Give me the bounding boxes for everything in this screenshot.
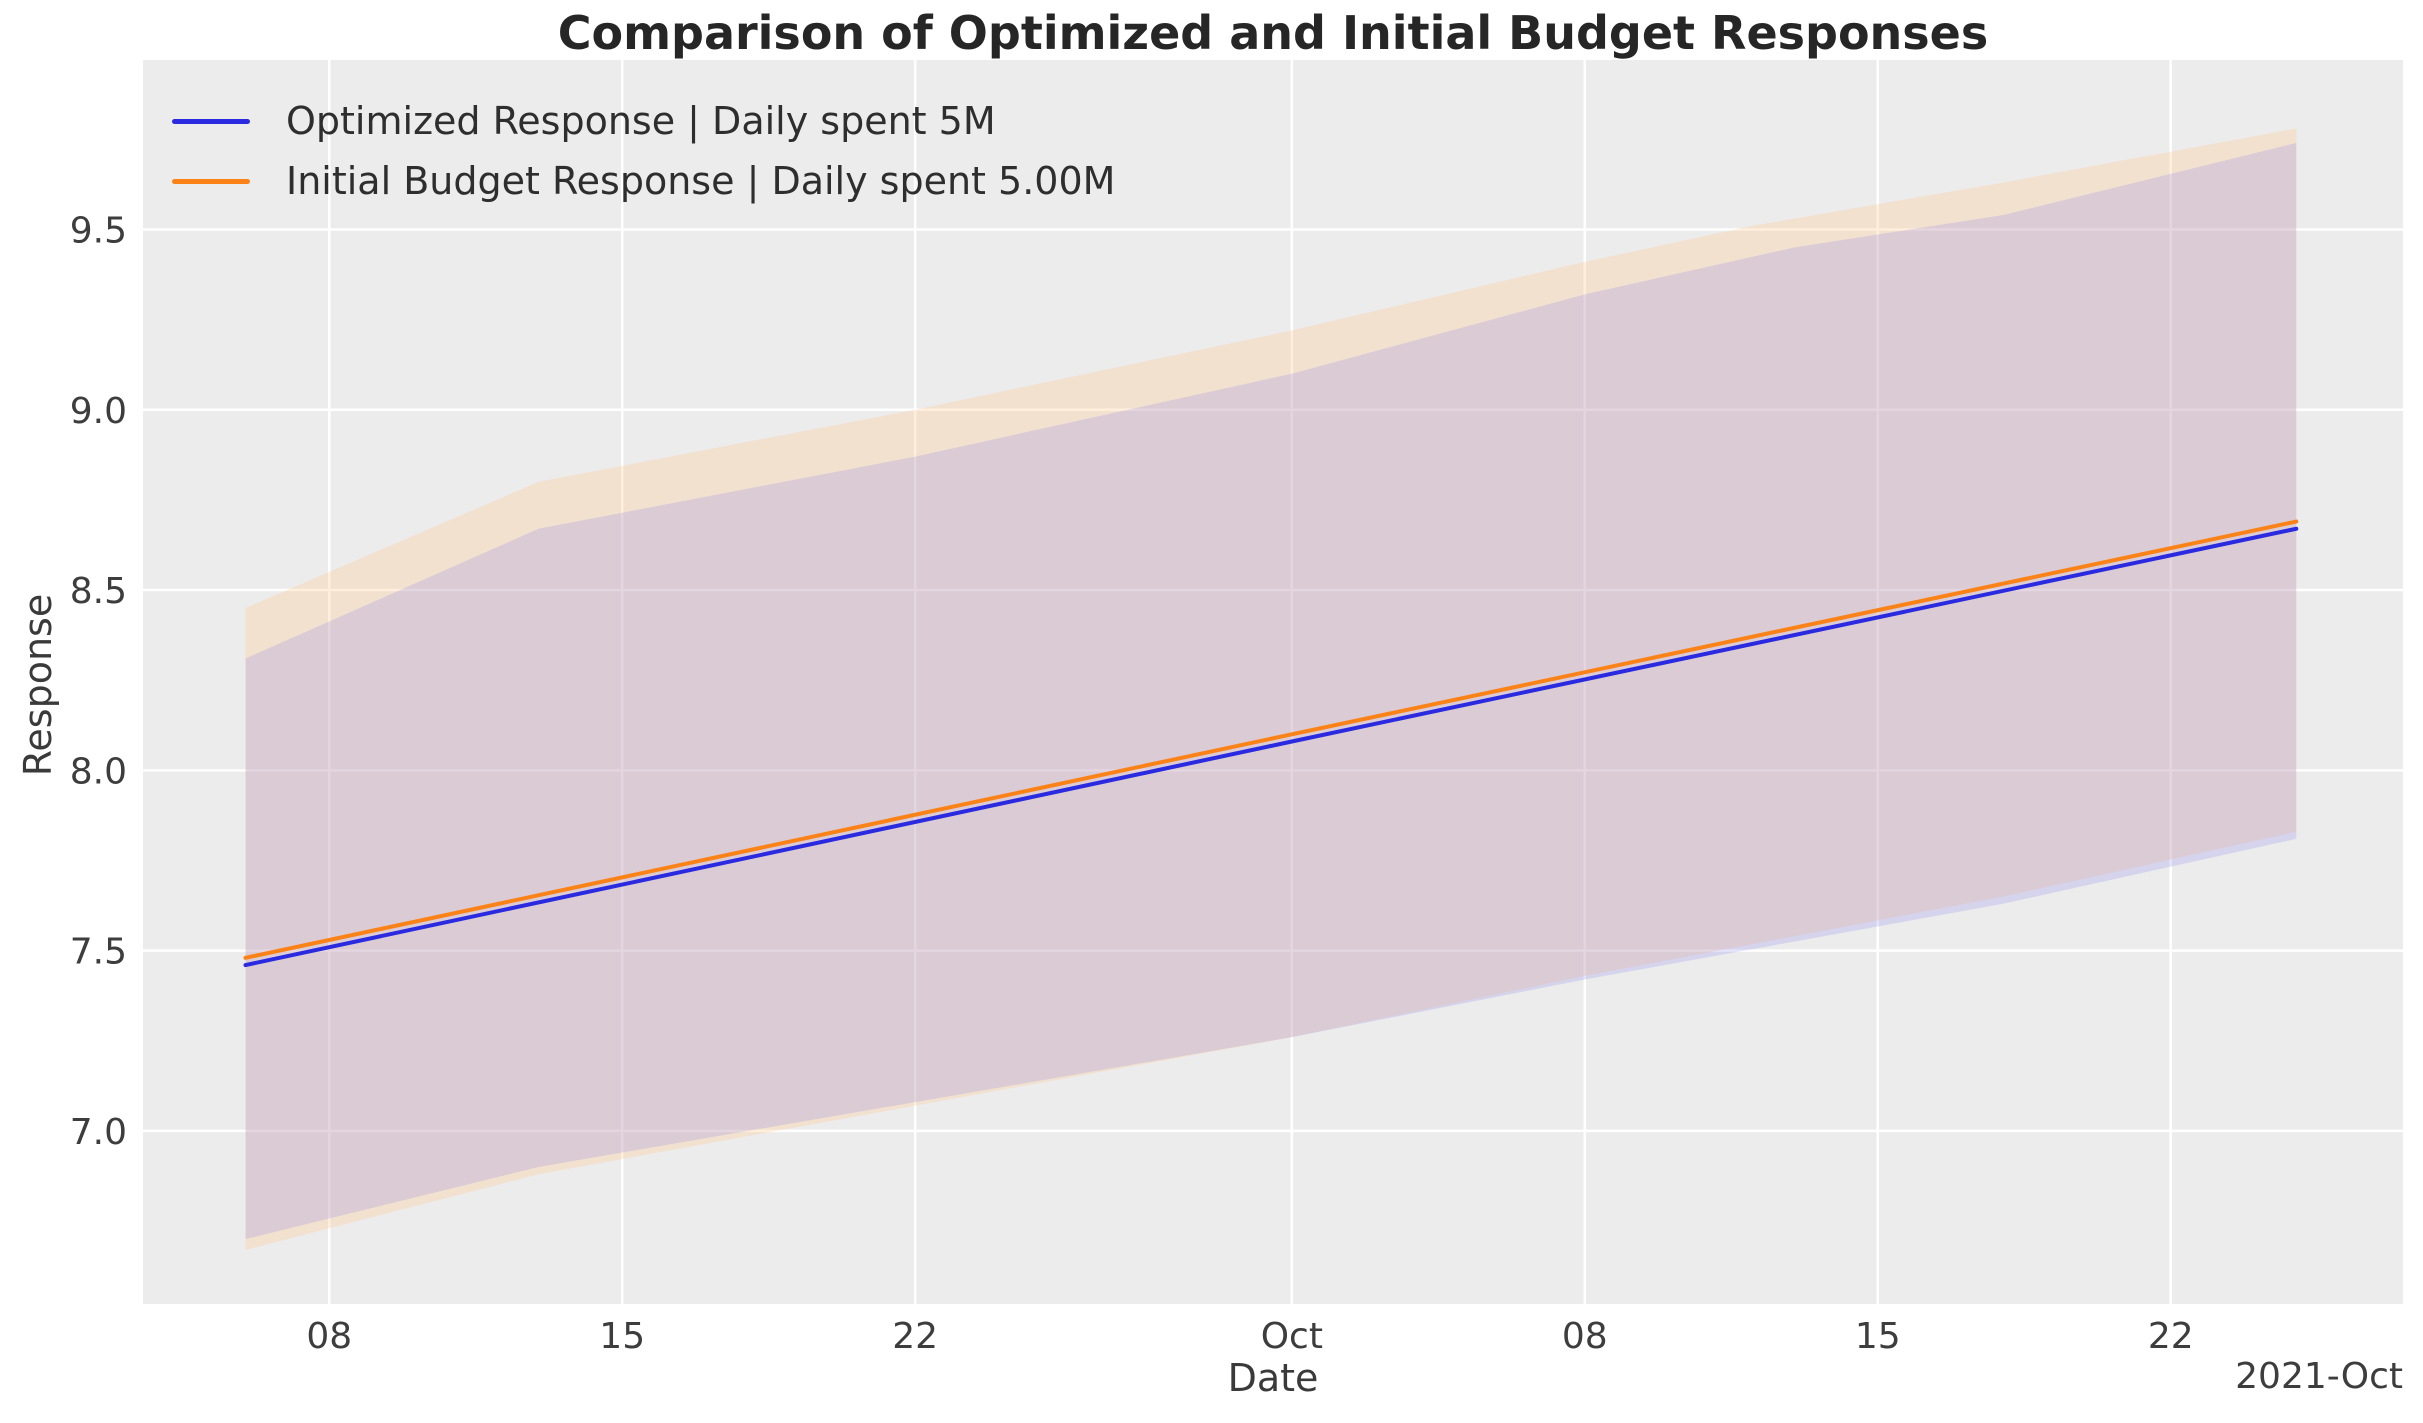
chart-title: Comparison of Optimized and Initial Budg…	[557, 6, 1989, 60]
optimized-confidence-band	[245, 142, 2297, 1240]
initial-line	[243, 519, 2299, 960]
optimized-line	[243, 526, 2299, 968]
y-tick-label: 9.5	[70, 210, 127, 251]
x-tick-label: 22	[2148, 1316, 2194, 1357]
plot-background	[143, 60, 2403, 1304]
x-tick-label: 22	[892, 1316, 938, 1357]
y-tick-label: 7.0	[70, 1112, 127, 1153]
legend-item-optimized: Optimized Response | Daily spent 5M	[172, 99, 1115, 143]
x-axis-offset-label: 2021-Oct	[2235, 1356, 2403, 1397]
x-tick-label: 15	[1855, 1316, 1901, 1357]
x-tick-label: 08	[306, 1316, 352, 1357]
y-tick-label: 8.5	[70, 571, 127, 612]
y-tick-label: 8.0	[70, 751, 127, 792]
y-axis-label: Response	[16, 593, 60, 777]
legend-label-optimized: Optimized Response | Daily spent 5M	[286, 99, 996, 143]
x-axis-label: Date	[1227, 1356, 1319, 1400]
y-tick-label: 9.0	[70, 391, 127, 432]
legend: Optimized Response | Daily spent 5M Init…	[172, 99, 1116, 203]
legend-item-initial: Initial Budget Response | Daily spent 5.…	[172, 159, 1116, 203]
initial-confidence-band	[245, 128, 2297, 1250]
optimized-line-swatch	[172, 118, 250, 124]
y-tick-label: 7.5	[70, 932, 127, 973]
x-tick-label: Oct	[1261, 1316, 1323, 1357]
legend-label-initial: Initial Budget Response | Daily spent 5.…	[286, 159, 1116, 203]
initial-line-swatch	[172, 178, 250, 184]
x-tick-label: 08	[1562, 1316, 1608, 1357]
x-tick-label: 15	[599, 1316, 645, 1357]
